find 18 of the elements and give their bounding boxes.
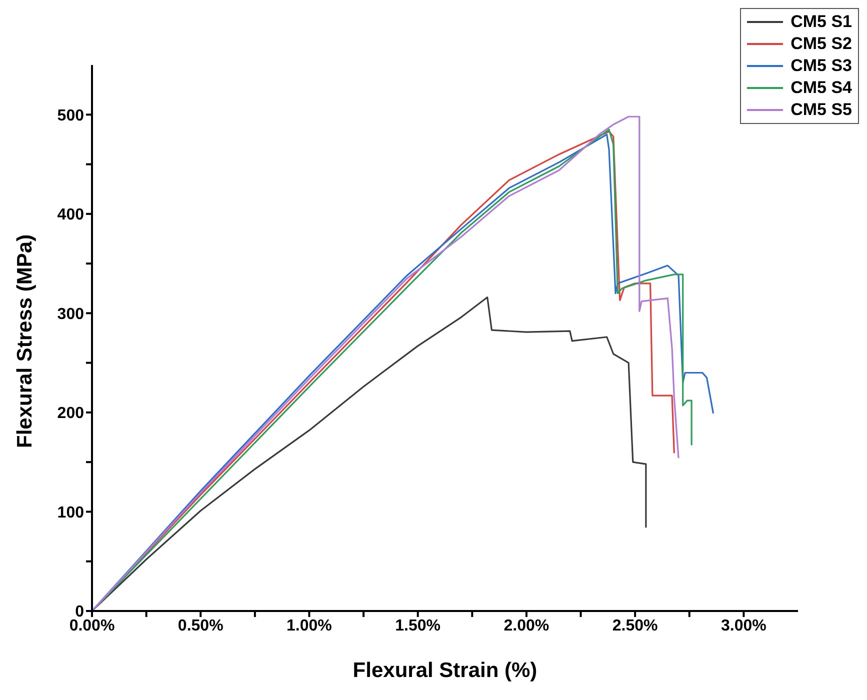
x-tick-label: 1.00% <box>286 617 332 634</box>
legend-label: CM5 S3 <box>790 55 852 77</box>
x-tick-label: 2.50% <box>612 617 658 634</box>
x-tick-label: 0.50% <box>178 617 224 634</box>
x-tick-label: 3.00% <box>721 617 766 634</box>
y-tick-label: 200 <box>57 405 84 422</box>
y-tick-label: 500 <box>57 107 84 124</box>
legend-label: CM5 S5 <box>790 99 852 121</box>
legend-label: CM5 S1 <box>790 11 852 33</box>
legend-label: CM5 S4 <box>790 77 852 99</box>
y-axis-title: Flexural Stress (MPa) <box>13 234 36 448</box>
x-axis-title: Flexural Strain (%) <box>352 659 538 682</box>
x-tick-label: 2.00% <box>504 617 550 634</box>
y-tick-label: 300 <box>57 306 84 323</box>
legend-label: CM5 S2 <box>790 33 852 55</box>
y-tick-label: 400 <box>57 206 84 224</box>
x-tick-label: 1.50% <box>395 617 441 634</box>
y-tick-label: 100 <box>57 504 84 522</box>
